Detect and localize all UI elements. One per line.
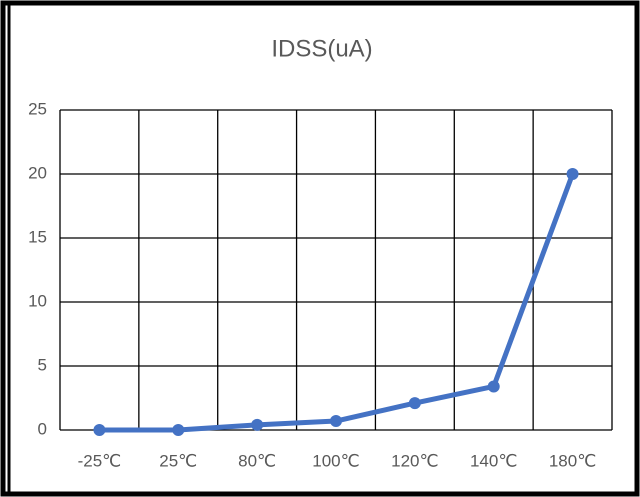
y-tick-label: 15 xyxy=(28,227,47,246)
x-tick-label: 120℃ xyxy=(391,451,438,470)
y-tick-label: 20 xyxy=(28,163,47,182)
x-tick-label: 140℃ xyxy=(470,451,517,470)
x-tick-label: 180℃ xyxy=(549,451,596,470)
x-tick-label: 100℃ xyxy=(312,451,359,470)
y-tick-label: 5 xyxy=(38,355,47,374)
x-tick-label: -25℃ xyxy=(78,451,122,470)
data-point xyxy=(330,415,342,428)
data-point xyxy=(251,418,264,431)
data-point xyxy=(172,424,185,436)
data-point xyxy=(408,397,421,410)
x-tick-label: 80℃ xyxy=(238,451,276,470)
y-tick-label: 0 xyxy=(38,419,47,438)
data-point xyxy=(487,380,500,393)
x-tick-label: 25℃ xyxy=(159,451,197,470)
y-tick-label: 10 xyxy=(28,291,47,310)
chart-title: IDSS(uA) xyxy=(271,35,372,62)
data-point xyxy=(566,168,579,180)
y-tick-label: 25 xyxy=(28,99,47,118)
data-point xyxy=(93,424,106,436)
